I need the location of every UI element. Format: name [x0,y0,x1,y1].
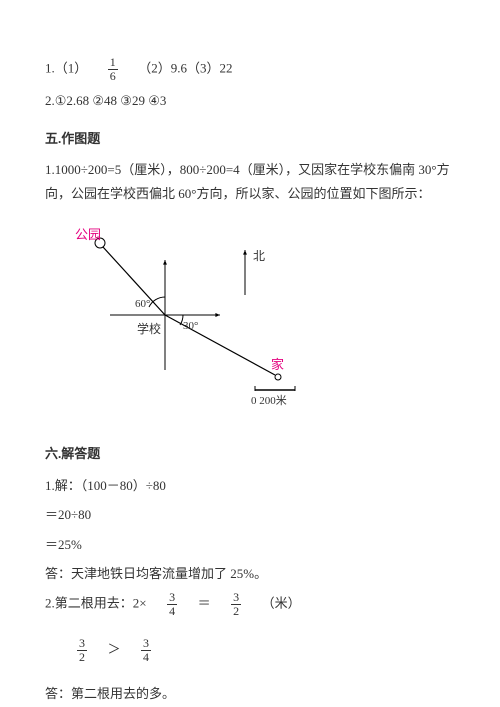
cmp-gt: ＞ [108,641,121,656]
a1-rest: （2）9.6（3）22 [138,61,232,76]
svg-text:北: 北 [253,249,265,263]
q6-2-prefix: 2.第二根用去：2× [45,596,147,611]
section-6-title: 六.解答题 [45,442,455,465]
diagram-svg: 公园家 60° 30° 学校 北 0 200米 [65,215,325,415]
q6-1-c: ＝25% [45,533,455,556]
svg-text:学校: 学校 [137,321,161,336]
svg-text:公园: 公园 [75,227,101,242]
answer-1: 1.（1） 1 6 （2）9.6（3）22 [45,56,455,83]
q6-1-ans: 答：天津地铁日均客流量增加了 25%。 [45,562,455,585]
q6-1-a: 1.解：（100－80）÷80 [45,474,455,497]
q5-text: 1.1000÷200=5（厘米），800÷200=4（厘米），又因家在学校东偏南… [45,158,455,205]
cmp-right: 3 4 [141,637,151,664]
q6-2-ans: 答：第二根用去的多。 [45,682,455,705]
a1-frac: 1 6 [108,56,118,83]
svg-text:0 200米: 0 200米 [251,394,287,407]
section-5-title: 五.作图题 [45,127,455,150]
q6-2-unit: （米） [262,596,301,611]
q6-1-b: ＝20÷80 [45,503,455,526]
svg-text:家: 家 [271,357,284,372]
q6-2-compare: 3 2 ＞ 3 4 [75,637,455,664]
q5-diagram: 公园家 60° 30° 学校 北 0 200米 [65,215,455,422]
answer-2: 2.①2.68 ②48 ③29 ④3 [45,89,455,112]
a1-prefix: 1.（1） [45,61,87,76]
svg-text:60°: 60° [135,298,150,310]
q6-2-f2: 3 2 [231,591,241,618]
q6-2: 2.第二根用去：2× 3 4 ＝ 3 2 （米） [45,591,455,618]
svg-text:30°: 30° [183,320,198,332]
cmp-left: 3 2 [77,637,87,664]
q6-2-eq: ＝ [198,596,211,611]
q6-2-f1: 3 4 [167,591,177,618]
